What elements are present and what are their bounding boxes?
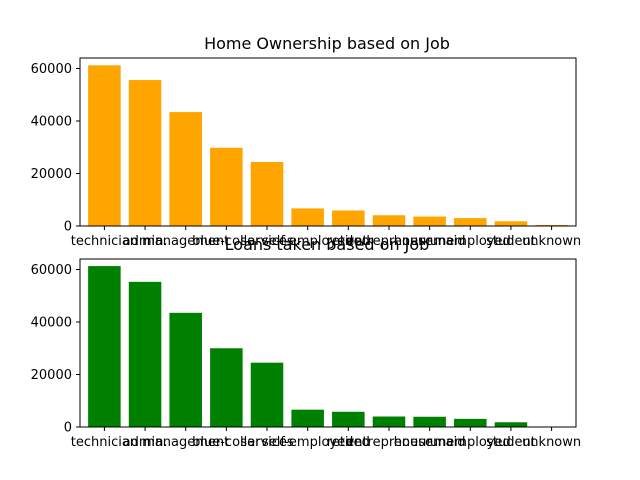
bar-blue-collar: [210, 147, 243, 226]
axes-frame: [79, 258, 577, 428]
x-tick-label: management: [142, 234, 229, 249]
bar-services: [250, 161, 284, 226]
bar-admin: [128, 281, 162, 427]
x-tick-label: retired: [327, 234, 370, 249]
x-tick-label: services: [240, 234, 294, 249]
x-axis: technicianadmin.managementblue-collarser…: [71, 226, 581, 249]
x-tick-label: housemaid: [394, 234, 466, 249]
bar-entrepreneur: [372, 416, 406, 427]
axes-frame: [79, 57, 577, 227]
bar-series: [88, 266, 528, 427]
x-tick-label: entrepreneur: [346, 234, 432, 249]
x-tick-label: self-employed: [262, 435, 353, 450]
bar-retired: [332, 210, 365, 226]
x-tick-label: admin.: [123, 435, 168, 450]
bar-entrepreneur: [372, 215, 406, 226]
x-axis: technicianadmin.managementblue-collarser…: [71, 427, 581, 450]
y-tick-label: 60000: [31, 263, 72, 278]
bar-unemployed: [454, 418, 487, 427]
x-tick-label: admin.: [123, 234, 168, 249]
bar-unknown: [535, 224, 568, 226]
y-tick-label: 40000: [31, 115, 72, 130]
x-tick-label: student: [486, 234, 536, 249]
bar-admin: [128, 80, 162, 226]
y-tick-label: 0: [64, 220, 72, 235]
bar-housemaid: [413, 216, 446, 226]
bar-student: [494, 221, 528, 226]
x-tick-label: unknown: [522, 234, 581, 249]
x-tick-label: services: [240, 435, 294, 450]
x-tick-label: technician: [71, 435, 138, 450]
bar-management: [169, 112, 202, 226]
bar-housemaid: [413, 416, 446, 427]
x-tick-label: technician: [71, 234, 138, 249]
chart-title: Home Ownership based on Job: [204, 34, 450, 53]
bar-retired: [332, 411, 365, 427]
bar-blue-collar: [210, 348, 243, 427]
chart-title: Loans taken based on Job: [225, 235, 430, 254]
x-tick-label: blue-collar: [192, 435, 261, 450]
x-tick-label: unknown: [522, 435, 581, 450]
y-tick-label: 60000: [31, 62, 72, 77]
x-tick-label: blue-collar: [192, 234, 261, 249]
y-axis: 0 20000 40000 60000: [31, 263, 80, 436]
bar-services: [250, 362, 284, 427]
y-tick-label: 20000: [31, 368, 72, 383]
x-tick-label: unemployed: [430, 435, 511, 450]
y-axis: 0 20000 40000 60000: [31, 62, 80, 235]
x-tick-label: management: [142, 435, 229, 450]
bar-self-employed: [291, 409, 324, 427]
y-tick-label: 40000: [31, 316, 72, 331]
x-tick-label: self-employed: [262, 234, 353, 249]
x-tick-label: unemployed: [430, 234, 511, 249]
bar-series: [88, 65, 568, 227]
bar-technician: [88, 266, 121, 427]
bar-management: [169, 312, 202, 427]
x-tick-label: student: [486, 435, 536, 450]
chart-home-ownership: Home Ownership based on Job 0 20000 40000 6…: [31, 34, 582, 249]
chart-loans: Loans taken based on Job 0 20000 40000 6000…: [31, 235, 582, 450]
bar-self-employed: [291, 208, 324, 226]
y-tick-label: 20000: [31, 167, 72, 182]
bar-student: [494, 422, 528, 427]
x-tick-label: entrepreneur: [346, 435, 432, 450]
bar-technician: [88, 65, 121, 226]
x-tick-label: housemaid: [394, 435, 466, 450]
x-tick-label: retired: [327, 435, 370, 450]
y-tick-label: 0: [64, 421, 72, 436]
bar-unemployed: [454, 218, 487, 227]
